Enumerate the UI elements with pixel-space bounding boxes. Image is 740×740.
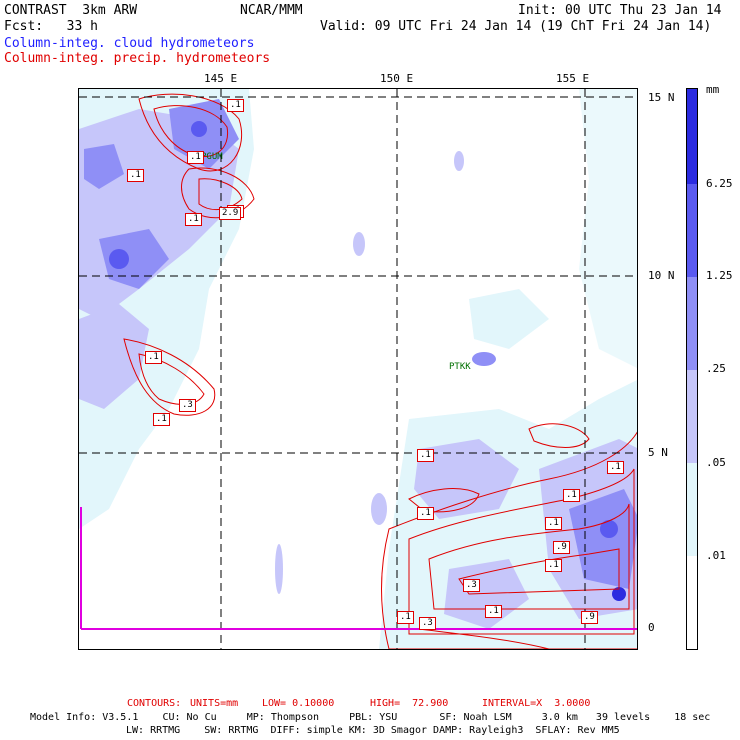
contours-units: UNITS=mm — [190, 698, 239, 709]
lat-label-10n: 10 N — [648, 269, 675, 282]
field-cloud-label: Column-integ. cloud hydrometeors — [4, 36, 255, 51]
org-label: NCAR/MMM — [240, 3, 303, 18]
colorbar-label-1.25: 1.25 — [706, 269, 733, 282]
contour-value-label: .1 — [563, 489, 580, 502]
colorbar-band — [687, 89, 697, 184]
colorbar — [686, 88, 698, 650]
field-precip-label: Column-integ. precip. hydrometeors — [4, 51, 271, 66]
forecast-hour: Fcst: 33 h — [4, 19, 98, 34]
contours-high: HIGH= 72.900 — [370, 698, 449, 709]
contour-value-label: 2.9 — [219, 207, 242, 220]
colorbar-label-.25: .25 — [706, 362, 726, 375]
contours-label: CONTOURS: — [127, 698, 182, 709]
contour-value-label: .1 — [227, 99, 244, 112]
contours-interval: INTERVAL=X 3.0000 — [482, 698, 591, 709]
colorbar-label-6.25: 6.25 — [706, 177, 733, 190]
contour-value-label: .1 — [417, 507, 434, 520]
colorbar-band — [687, 277, 697, 370]
valid-time: Valid: 09 UTC Fri 24 Jan 14 (19 ChT Fri … — [320, 19, 712, 34]
colorbar-band — [687, 370, 697, 463]
contour-value-label: .1 — [485, 605, 502, 618]
contour-value-label: .1 — [545, 517, 562, 530]
colorbar-label-.05: .05 — [706, 456, 726, 469]
domain-boundary — [80, 507, 637, 630]
model-info: Model Info: V3.5.1 CU: No Cu MP: Thompso… — [30, 712, 711, 723]
station-pgum: PGUM — [201, 152, 223, 162]
model-info-2: LW: RRTMG SW: RRTMG DIFF: simple KM: 3D … — [126, 725, 620, 736]
model-title: CONTRAST 3km ARW — [4, 3, 138, 18]
colorbar-label-.01: .01 — [706, 549, 726, 562]
contours-low: LOW= 0.10000 — [262, 698, 335, 709]
init-time: Init: 00 UTC Thu 23 Jan 14 — [518, 3, 722, 18]
map-canvas — [79, 89, 637, 649]
contour-value-label: .1 — [145, 351, 162, 364]
contour-value-label: .1 — [545, 559, 562, 572]
contour-value-label: .3 — [463, 579, 480, 592]
contour-value-label: .9 — [581, 611, 598, 624]
contour-value-label: .1 — [397, 611, 414, 624]
map-plot: PGUM PTKK .1 .1 .1 .1 2.9 .1 .3 .1 .1 .1 .1 .1 .1 .1.… — [78, 88, 638, 650]
lon-label-155: 155 E — [556, 72, 590, 85]
lat-label-15n: 15 N — [648, 91, 675, 104]
colorbar-band — [687, 463, 697, 556]
contour-value-label: .1 — [153, 413, 170, 426]
lat-label-0: 0 — [648, 621, 655, 634]
lat-label-5n: 5 N — [648, 446, 668, 459]
contour-value-label: .1 — [607, 461, 624, 474]
precip-contours — [123, 93, 637, 649]
contour-value-label: .1 — [127, 169, 144, 182]
colorbar-band — [687, 556, 697, 649]
contour-value-label: .9 — [553, 541, 570, 554]
contour-value-label: .1 — [417, 449, 434, 462]
lon-label-150: 150 E — [380, 72, 414, 85]
contour-value-label: .3 — [179, 399, 196, 412]
colorbar-band — [687, 184, 697, 277]
contour-value-label: .1 — [185, 213, 202, 226]
lon-label-145: 145 E — [204, 72, 238, 85]
contour-value-label: .3 — [419, 617, 436, 630]
station-ptkk: PTKK — [449, 362, 471, 372]
colorbar-unit: mm — [706, 83, 720, 96]
lat-lon-grid — [79, 89, 637, 649]
contour-value-label: .1 — [187, 151, 204, 164]
